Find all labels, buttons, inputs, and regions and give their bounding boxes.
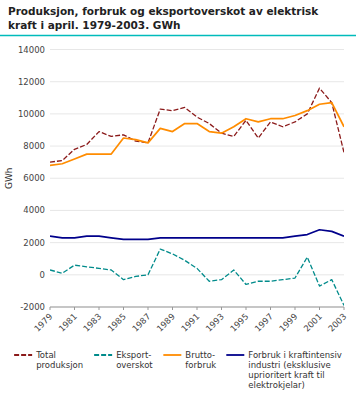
x-tick <box>246 307 247 310</box>
legend-label: Forbruk i kraftintensivindustri (eksklus… <box>248 350 342 390</box>
legend-swatch <box>94 354 112 356</box>
x-tick <box>344 307 345 310</box>
x-tick-label: 2001 <box>302 311 324 333</box>
legend-swatch <box>14 354 32 356</box>
x-tick <box>172 307 173 310</box>
x-tick <box>50 307 51 310</box>
legend-label: Brutto-forbruk <box>185 350 216 370</box>
x-tick-label: 1997 <box>253 311 275 333</box>
y-tick-label: -2000 <box>20 302 45 312</box>
x-tick <box>123 307 124 310</box>
y-tick-label: 4000 <box>23 205 45 215</box>
legend-item: Eksport-overskot <box>94 350 153 370</box>
x-tick-label: 1981 <box>57 311 79 333</box>
legend-swatch <box>226 354 244 356</box>
x-tick-label: 1983 <box>81 311 103 333</box>
y-tick-label: 6000 <box>23 173 45 183</box>
x-tick <box>270 307 271 310</box>
legend-label: Eksport-overskot <box>116 350 153 370</box>
x-tick-label: 1989 <box>155 311 177 333</box>
grid-line <box>50 81 344 82</box>
grid-line <box>50 49 344 50</box>
y-tick-label: 8000 <box>23 141 45 151</box>
series-line <box>50 249 344 305</box>
x-tick-label: 1993 <box>204 311 226 333</box>
x-tick-label: 2003 <box>326 311 348 333</box>
x-tick-label: 1987 <box>130 311 152 333</box>
x-tick <box>319 307 320 310</box>
x-tick <box>221 307 222 310</box>
x-tick <box>197 307 198 310</box>
y-tick-label: 14000 <box>18 45 45 55</box>
grid-line <box>50 146 344 147</box>
grid-line <box>50 242 344 243</box>
y-tick-label: 2000 <box>23 238 45 248</box>
series-line <box>50 230 344 240</box>
x-tick <box>295 307 296 310</box>
legend: Totalproduksjon Eksport-overskot Brutto-fo… <box>14 350 342 390</box>
series-line <box>50 103 344 166</box>
series-line <box>50 88 344 162</box>
y-tick-label: 10000 <box>18 109 45 119</box>
x-axis: 1979198119831985198719891991199319951997… <box>32 307 348 334</box>
title-rule <box>0 35 356 37</box>
grid-line <box>50 274 344 275</box>
legend-item: Totalproduksjon <box>14 350 83 370</box>
x-tick <box>99 307 100 310</box>
plot-area <box>50 88 344 305</box>
legend-item: Forbruk i kraftintensivindustri (eksklus… <box>226 350 342 390</box>
x-tick-label: 1985 <box>106 311 128 333</box>
x-tick <box>74 307 75 310</box>
grid-line <box>50 210 344 211</box>
legend-item: Brutto-forbruk <box>163 350 216 370</box>
legend-swatch <box>163 354 181 356</box>
x-tick-label: 1979 <box>32 311 54 333</box>
title: Produksjon, forbruk og eksportoverskot a… <box>8 5 319 31</box>
chart: Produksjon, forbruk og eksportoverskot a… <box>0 0 356 397</box>
y-axis-label: GWh <box>4 167 14 189</box>
grid-line <box>50 178 344 179</box>
x-tick <box>148 307 149 310</box>
x-tick-label: 1999 <box>277 311 299 333</box>
y-tick-label: 12000 <box>18 77 45 87</box>
y-tick-label: 0 <box>40 270 45 280</box>
x-tick-label: 1991 <box>179 311 201 333</box>
y-axis: -2000 0 2000 4000 6000 8000 10000 12000 14000 <box>18 45 344 313</box>
legend-label: Totalproduksjon <box>35 350 83 370</box>
x-tick-label: 1995 <box>228 311 250 333</box>
